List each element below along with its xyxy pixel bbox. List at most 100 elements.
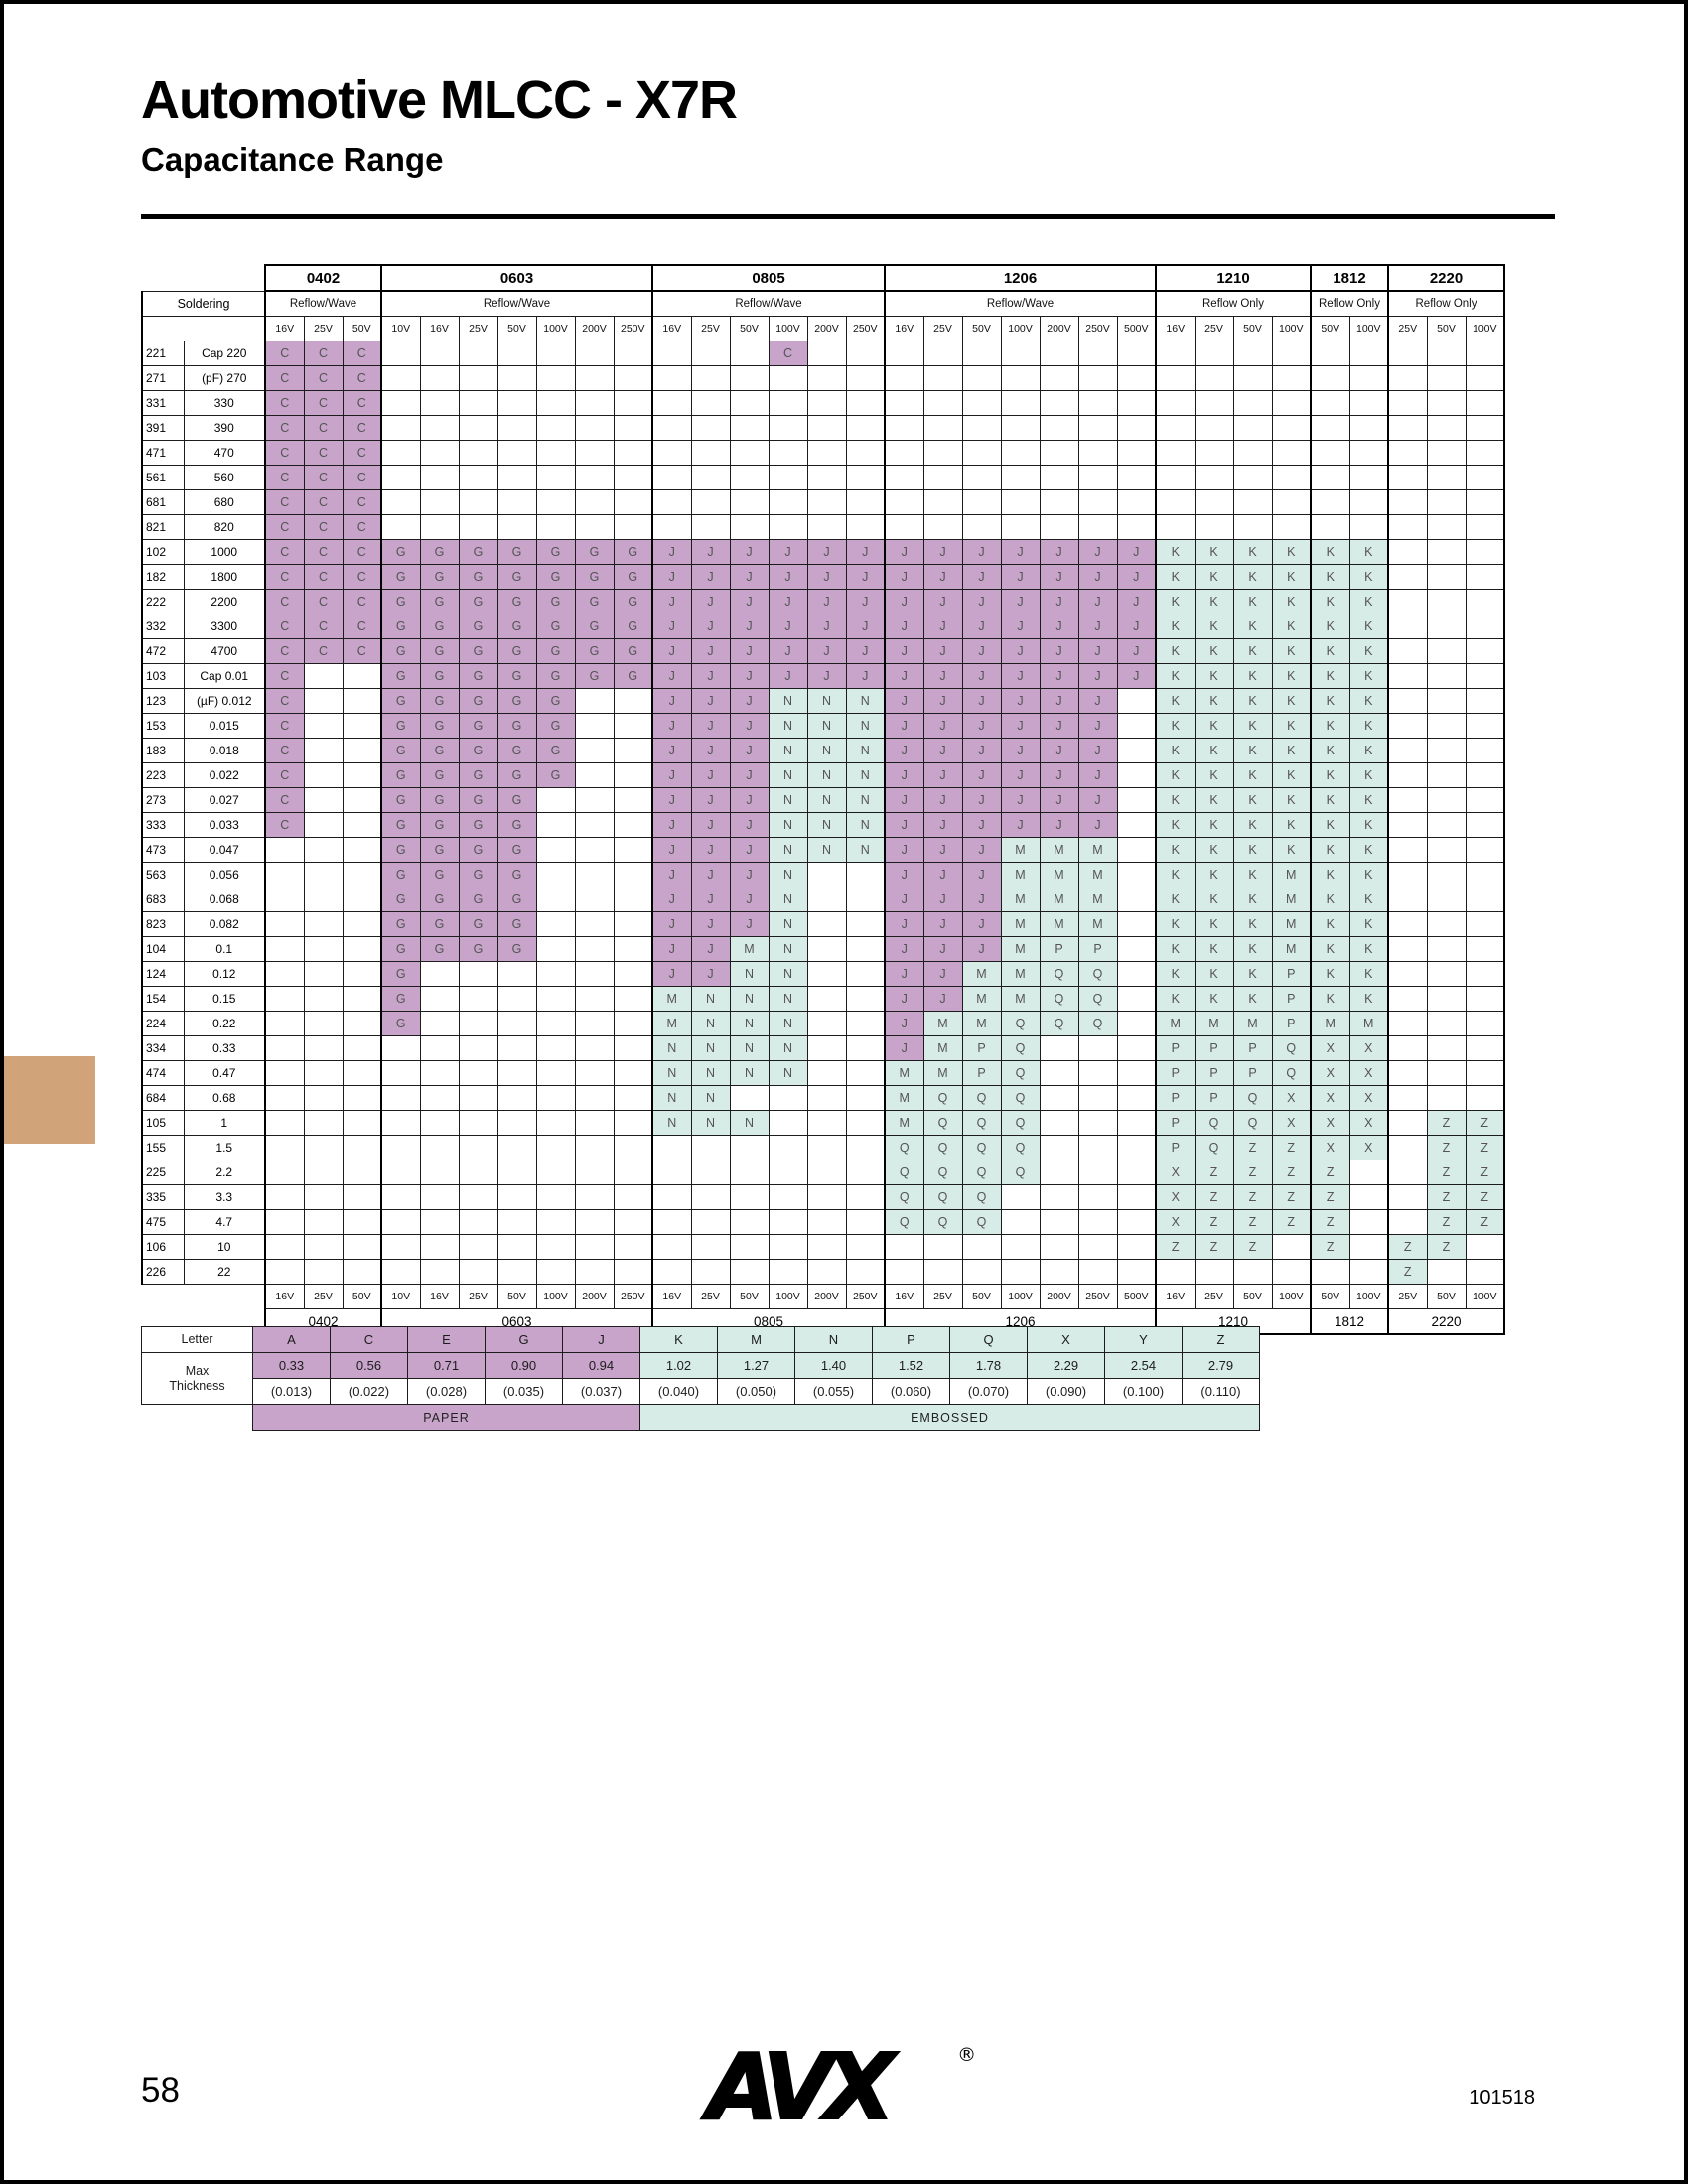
thickness-code-cell: J: [1039, 787, 1079, 813]
thickness-code-cell: K: [1348, 564, 1389, 590]
empty-cell: [690, 465, 731, 490]
empty-cell: [806, 440, 847, 466]
empty-cell: [1465, 762, 1505, 788]
empty-cell: [845, 489, 886, 515]
empty-cell: [574, 514, 615, 540]
empty-cell: [1465, 564, 1505, 590]
thickness-code-cell: K: [1310, 713, 1350, 739]
empty-cell: [380, 341, 421, 366]
empty-cell: [1426, 589, 1467, 614]
empty-cell: [574, 936, 615, 962]
empty-cell: [535, 489, 576, 515]
cap-value: 470: [183, 440, 266, 466]
empty-cell: [1000, 365, 1041, 391]
empty-cell: [303, 1184, 344, 1210]
thickness-code-cell: Q: [961, 1160, 1002, 1185]
thickness-code-cell: G: [419, 936, 460, 962]
thickness-code-cell: K: [1155, 688, 1196, 714]
thickness-code-cell: K: [1348, 688, 1389, 714]
empty-cell: [1116, 936, 1157, 962]
empty-cell: [342, 663, 382, 689]
empty-cell: [458, 465, 498, 490]
cap-value: 1: [183, 1110, 266, 1136]
empty-cell: [419, 1060, 460, 1086]
empty-cell: [264, 1110, 305, 1136]
thickness-code-cell: C: [264, 440, 305, 466]
thickness-code-cell: M: [961, 1011, 1002, 1036]
empty-cell: [806, 1234, 847, 1260]
thickness-code-cell: J: [1077, 713, 1118, 739]
thickness-code-cell: P: [1155, 1110, 1196, 1136]
thickness-code-cell: C: [303, 489, 344, 515]
voltage-footer: 25V: [1387, 1284, 1428, 1309]
voltage-footer: 500V: [1116, 1284, 1157, 1309]
empty-cell: [1387, 1184, 1428, 1210]
voltage-header: 50V: [1232, 316, 1273, 341]
empty-cell: [342, 1110, 382, 1136]
empty-cell: [1387, 341, 1428, 366]
empty-cell: [1387, 489, 1428, 515]
empty-cell: [380, 415, 421, 441]
empty-cell: [1387, 465, 1428, 490]
thickness-code-cell: J: [1000, 713, 1041, 739]
soldering-method: Reflow/Wave: [651, 290, 886, 317]
empty-cell: [690, 1234, 731, 1260]
cap-code: 224: [141, 1011, 185, 1036]
empty-cell: [1155, 465, 1196, 490]
empty-cell: [922, 489, 963, 515]
thickness-code-cell: Z: [1194, 1160, 1234, 1185]
empty-cell: [1039, 1184, 1079, 1210]
thickness-code-cell: G: [458, 762, 498, 788]
thickness-code-cell: J: [651, 614, 692, 639]
thickness-code-cell: X: [1348, 1110, 1389, 1136]
thickness-code-cell: Q: [922, 1209, 963, 1235]
thickness-code-cell: K: [1155, 638, 1196, 664]
voltage-footer: 10V: [380, 1284, 421, 1309]
thickness-code-cell: J: [806, 564, 847, 590]
thickness-code-cell: K: [1310, 862, 1350, 887]
thickness-code-cell: G: [419, 564, 460, 590]
thickness-code-cell: M: [1000, 862, 1041, 887]
thickness-code-cell: K: [1155, 539, 1196, 565]
cap-code: 334: [141, 1035, 185, 1061]
thickness-code-cell: J: [922, 589, 963, 614]
thickness-code-cell: J: [922, 762, 963, 788]
empty-cell: [1426, 415, 1467, 441]
thickness-code-cell: M: [651, 1011, 692, 1036]
thickness-code-cell: P: [1271, 986, 1312, 1012]
thickness-code-cell: J: [690, 614, 731, 639]
empty-cell: [1271, 341, 1312, 366]
empty-cell: [419, 465, 460, 490]
empty-cell: [768, 489, 808, 515]
thickness-code-cell: M: [884, 1085, 924, 1111]
thickness-code-cell: K: [1310, 812, 1350, 838]
empty-cell: [1116, 390, 1157, 416]
empty-cell: [535, 440, 576, 466]
thickness-code-cell: G: [496, 812, 537, 838]
thickness-code-cell: N: [729, 961, 770, 987]
thickness-code-cell: J: [884, 961, 924, 987]
thickness-code-cell: G: [380, 589, 421, 614]
thickness-code-cell: C: [342, 365, 382, 391]
thickness-code-cell: K: [1271, 614, 1312, 639]
empty-cell: [806, 1011, 847, 1036]
thickness-code-cell: N: [768, 961, 808, 987]
thickness-code-cell: J: [1077, 589, 1118, 614]
thickness-code-cell: K: [1310, 564, 1350, 590]
thickness-code-cell: N: [768, 787, 808, 813]
empty-cell: [458, 390, 498, 416]
empty-cell: [1426, 465, 1467, 490]
empty-cell: [922, 390, 963, 416]
empty-cell: [1387, 837, 1428, 863]
empty-cell: [1426, 539, 1467, 565]
thickness-code-cell: Z: [1465, 1110, 1505, 1136]
thickness-code-cell: Q: [1077, 961, 1118, 987]
thickness-code-cell: J: [651, 589, 692, 614]
thickness-code-cell: X: [1271, 1085, 1312, 1111]
empty-cell: [1232, 440, 1273, 466]
thickness-code-cell: N: [845, 713, 886, 739]
thickness-code-cell: P: [961, 1060, 1002, 1086]
thickness-code-cell: J: [845, 638, 886, 664]
empty-cell: [303, 1259, 344, 1285]
thickness-code-cell: K: [1232, 936, 1273, 962]
